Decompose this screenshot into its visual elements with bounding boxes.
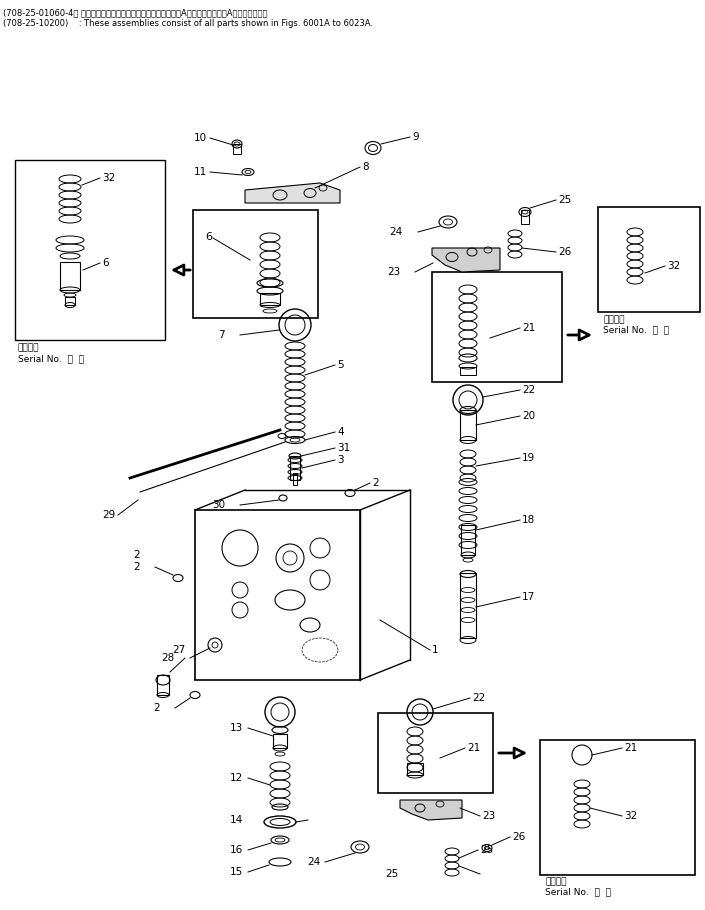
Text: 22: 22: [522, 385, 535, 395]
Bar: [60, 262, 80, 290]
Text: 3: 3: [337, 455, 343, 465]
Bar: [432, 272, 562, 382]
Text: 32: 32: [624, 811, 637, 821]
Bar: [540, 740, 695, 875]
Bar: [460, 573, 476, 638]
Text: 31: 31: [337, 443, 350, 453]
Text: Serial No.  ・  ～: Serial No. ・ ～: [603, 326, 669, 335]
Polygon shape: [400, 800, 462, 820]
Bar: [15, 160, 165, 340]
Text: 22: 22: [472, 693, 485, 703]
Text: Serial No.  ・  ～: Serial No. ・ ～: [545, 887, 611, 896]
Text: 13: 13: [230, 723, 243, 733]
Text: 2: 2: [154, 703, 160, 713]
Bar: [407, 763, 423, 775]
Bar: [293, 473, 297, 485]
Bar: [521, 210, 529, 224]
Text: 27: 27: [172, 645, 185, 655]
Text: 4: 4: [337, 427, 343, 437]
Text: 32: 32: [102, 173, 115, 183]
Text: 2: 2: [372, 478, 379, 488]
Bar: [378, 713, 493, 793]
Text: 適用号機: 適用号機: [603, 316, 625, 325]
Text: 32: 32: [667, 261, 680, 271]
Text: 9: 9: [412, 132, 419, 142]
Text: 適用号機: 適用号機: [18, 343, 39, 352]
Text: 適用号機: 適用号機: [545, 877, 567, 886]
Text: Serial No.  ・  ～: Serial No. ・ ～: [18, 355, 84, 363]
Bar: [460, 367, 476, 375]
Text: 1: 1: [432, 645, 439, 655]
Text: 6: 6: [102, 258, 109, 268]
Bar: [273, 734, 287, 748]
Text: 15: 15: [230, 867, 243, 877]
Text: 23: 23: [387, 267, 400, 277]
Text: 10: 10: [194, 133, 207, 143]
Text: 29: 29: [102, 510, 115, 520]
Bar: [290, 456, 300, 480]
Bar: [260, 293, 280, 305]
Text: 30: 30: [212, 500, 225, 510]
Text: 19: 19: [522, 453, 535, 463]
Text: 17: 17: [522, 592, 535, 602]
Text: 26: 26: [512, 832, 525, 842]
Text: 24: 24: [390, 227, 403, 237]
Text: 8: 8: [362, 162, 369, 172]
Text: 7: 7: [219, 330, 225, 340]
Text: (708-25-10200)    : These assemblies consist of all parts shown in Figs. 6001A t: (708-25-10200) : These assemblies consis…: [3, 19, 373, 28]
Bar: [65, 297, 75, 305]
Bar: [233, 144, 241, 154]
Text: 20: 20: [522, 411, 535, 421]
Text: 6: 6: [205, 232, 212, 242]
Text: 14: 14: [230, 815, 243, 825]
Text: 21: 21: [624, 743, 637, 753]
Bar: [460, 410, 476, 440]
Text: 2: 2: [133, 550, 140, 560]
Text: 16: 16: [230, 845, 243, 855]
Text: 23: 23: [482, 811, 495, 821]
Text: 21: 21: [522, 323, 535, 333]
Text: 2: 2: [133, 562, 140, 572]
Text: 25: 25: [558, 195, 571, 205]
Polygon shape: [245, 183, 340, 203]
Text: 26: 26: [558, 247, 571, 257]
Bar: [157, 675, 169, 695]
Text: 21: 21: [467, 743, 480, 753]
Bar: [195, 510, 360, 680]
Text: (708-25-01060-4： これらのアセンブリの構成部品は第６００１A図から第６０２３A図まで含みます: (708-25-01060-4： これらのアセンブリの構成部品は第６００１A図か…: [3, 8, 267, 17]
Bar: [598, 207, 700, 312]
Text: 25: 25: [480, 845, 493, 855]
Text: 11: 11: [194, 167, 207, 177]
Text: 25: 25: [385, 869, 398, 879]
Text: 18: 18: [522, 515, 535, 525]
Bar: [193, 210, 318, 318]
Text: 5: 5: [337, 360, 343, 370]
Bar: [461, 525, 475, 555]
Text: 28: 28: [161, 653, 175, 663]
Text: 12: 12: [230, 773, 243, 783]
Polygon shape: [432, 248, 500, 272]
Text: 24: 24: [307, 857, 320, 867]
